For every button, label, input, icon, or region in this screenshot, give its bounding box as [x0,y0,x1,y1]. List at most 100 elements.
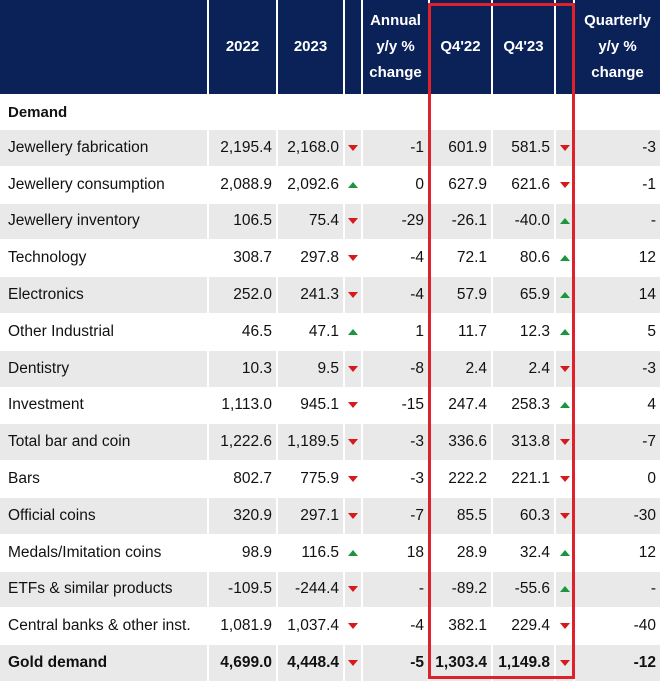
value-q4-23: 60.3 [493,497,556,535]
annual-change: - [363,571,430,609]
value-q4-22: -89.2 [430,571,493,609]
annual-change: -4 [363,277,430,314]
value-q4-22: 11.7 [430,313,493,351]
value-q4-22: 57.9 [430,277,493,314]
table-row: Dentistry 10.3 9.5 -8 2.4 2.4 -3 [0,350,662,388]
table-row: Jewellery fabrication 2,195.4 2,168.0 -1 601… [0,130,662,167]
table-row: Jewellery inventory 106.5 75.4 -29 -26.1 -40.… [0,203,662,241]
value-2022: 10.3 [209,350,278,388]
triangle-down-icon [559,623,570,630]
quarterly-trend [556,461,575,498]
quarterly-change: -40 [575,608,662,646]
row-label: Gold demand [0,645,209,682]
annual-change: -4 [363,240,430,278]
annual-trend [345,203,363,241]
annual-trend [345,313,363,351]
quarterly-trend [556,534,575,572]
header-annual-arrow [345,0,363,94]
annual-change: 1 [363,313,430,351]
row-label: Bars [0,461,209,498]
value-q4-22: 222.2 [430,461,493,498]
value-2023: 2,168.0 [278,130,345,167]
quarterly-change: 14 [575,277,662,314]
value-q4-23: 258.3 [493,387,556,425]
quarterly-trend [556,166,575,204]
quarterly-change: -3 [575,130,662,167]
row-label: Electronics [0,277,209,314]
quarterly-trend [556,203,575,241]
value-2023: 775.9 [278,461,345,498]
value-2022: 252.0 [209,277,278,314]
quarterly-trend [556,424,575,462]
value-q4-23: 1,149.8 [493,645,556,682]
annual-change: -29 [363,203,430,241]
value-q4-23: 221.1 [493,461,556,498]
annual-trend [345,387,363,425]
triangle-down-icon [348,512,358,519]
annual-change: -3 [363,461,430,498]
section-row: Demand [0,94,662,130]
triangle-down-icon [348,659,358,666]
value-q4-22: 2.4 [430,350,493,388]
triangle-up-icon [559,291,570,298]
annual-trend [345,166,363,204]
triangle-up-icon [559,402,570,409]
quarterly-change: - [575,203,662,241]
value-q4-23: 621.6 [493,166,556,204]
quarterly-trend [556,608,575,646]
annual-change: -7 [363,497,430,535]
table-row: Central banks & other inst. 1,081.9 1,037.… [0,608,662,646]
triangle-up-icon [559,328,570,335]
table-row: Medals/Imitation coins 98.9 116.5 18 28.9 32.… [0,534,662,572]
annual-change: 18 [363,534,430,572]
header-2023: 2023 [278,0,345,94]
quarterly-change: 0 [575,461,662,498]
header-quarterly-arrow [556,0,575,94]
quarterly-change: - [575,571,662,609]
annual-trend [345,571,363,609]
quarterly-change: -12 [575,645,662,682]
value-2022: 2,088.9 [209,166,278,204]
value-q4-23: 229.4 [493,608,556,646]
table-row: Total bar and coin 1,222.6 1,189.5 -3 336.6 3… [0,424,662,462]
header-quarterly-change: Quarterly y/y % change [575,0,662,94]
triangle-down-icon [559,659,570,666]
header-2022: 2022 [209,0,278,94]
value-2022: 98.9 [209,534,278,572]
table-row: Investment 1,113.0 945.1 -15 247.4 258.3 4 [0,387,662,425]
value-2022: -109.5 [209,571,278,609]
table-row: Electronics 252.0 241.3 -4 57.9 65.9 14 [0,277,662,314]
value-2022: 320.9 [209,497,278,535]
header-label [0,0,209,94]
value-2023: 1,189.5 [278,424,345,462]
quarterly-trend [556,387,575,425]
value-2022: 1,222.6 [209,424,278,462]
triangle-up-icon [559,549,570,556]
value-2023: 297.8 [278,240,345,278]
value-2022: 1,113.0 [209,387,278,425]
row-label: Other Industrial [0,313,209,351]
value-q4-23: 12.3 [493,313,556,351]
triangle-down-icon [348,475,358,482]
triangle-down-icon [559,512,570,519]
triangle-down-icon [348,439,358,446]
quarterly-change: 5 [575,313,662,351]
value-2022: 106.5 [209,203,278,241]
row-label: Jewellery inventory [0,203,209,241]
value-2022: 802.7 [209,461,278,498]
triangle-up-icon [348,181,358,188]
triangle-down-icon [348,365,358,372]
quarterly-trend [556,313,575,351]
value-q4-22: 336.6 [430,424,493,462]
value-2023: 47.1 [278,313,345,351]
header-q4-22: Q4'22 [430,0,493,94]
value-q4-22: 247.4 [430,387,493,425]
triangle-down-icon [348,291,358,298]
section-title: Demand [0,94,662,130]
annual-change: -8 [363,350,430,388]
value-q4-23: -40.0 [493,203,556,241]
triangle-down-icon [348,218,358,225]
quarterly-trend [556,240,575,278]
value-q4-23: 32.4 [493,534,556,572]
value-q4-22: 1,303.4 [430,645,493,682]
